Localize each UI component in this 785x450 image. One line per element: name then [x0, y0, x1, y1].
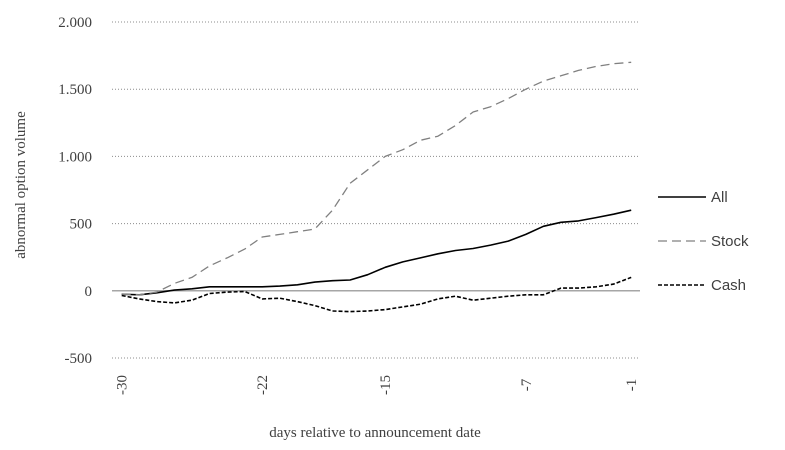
- x-tick-label: -1: [624, 379, 640, 392]
- y-axis-tick-labels: -500 0 500 1.000 1.500 2.000: [58, 15, 92, 367]
- x-tick-label: -22: [255, 375, 271, 395]
- x-tick-label: -7: [519, 378, 535, 391]
- y-tick-label: 0: [85, 284, 93, 300]
- y-tick-label: 1.500: [58, 82, 92, 98]
- y-tick-label: 1.000: [58, 149, 92, 165]
- x-axis-label: days relative to announcement date: [269, 425, 481, 441]
- gridlines: [112, 21, 640, 359]
- y-tick-label: 500: [70, 217, 93, 233]
- series-line-cash: [121, 276, 632, 313]
- legend: All Stock Cash: [658, 189, 749, 294]
- y-tick-label: -500: [65, 351, 93, 367]
- series-line-all: [121, 209, 632, 296]
- x-tick-label: -15: [378, 375, 394, 395]
- series-lines: [121, 61, 632, 313]
- y-tick-label: 2.000: [58, 15, 92, 31]
- x-tick-label: -30: [115, 375, 131, 395]
- legend-label-cash: Cash: [711, 277, 746, 294]
- series-line-stock: [121, 61, 632, 296]
- legend-label-stock: Stock: [711, 233, 749, 250]
- legend-label-all: All: [711, 189, 728, 206]
- x-axis-tick-labels: -30 -22 -15 -7 -1: [115, 375, 641, 395]
- y-axis-label: abnormal option volume: [13, 111, 29, 259]
